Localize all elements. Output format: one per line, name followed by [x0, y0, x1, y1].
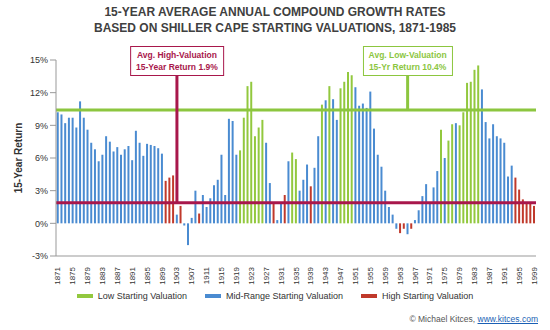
svg-text:6%: 6%: [35, 153, 48, 163]
svg-text:1963: 1963: [396, 266, 405, 284]
html-text:Low Starting Valuation: Low Starting Valuation: [97, 291, 187, 301]
svg-text:1931: 1931: [277, 266, 286, 284]
svg-text:15%: 15%: [30, 55, 48, 65]
html-text:High Starting Valuation: High Starting Valuation: [382, 291, 474, 301]
svg-text:1971: 1971: [425, 266, 434, 284]
svg-text:1891: 1891: [128, 266, 137, 284]
html-text:Mid-Range Starting Valuation: Mid-Range Starting Valuation: [226, 291, 343, 301]
svg-text:1935: 1935: [292, 266, 301, 284]
svg-text:1999: 1999: [530, 266, 539, 284]
html-text:Avg. High-Valuation: Avg. High-Valuation: [136, 50, 217, 60]
svg-text:1915: 1915: [217, 266, 226, 284]
svg-text:1991: 1991: [500, 266, 509, 284]
svg-text:1875: 1875: [68, 266, 77, 284]
html-text:© Michael Kitces, www.kitces.c: © Michael Kitces, www.kitces.com: [409, 314, 538, 324]
svg-text:1979: 1979: [455, 266, 464, 284]
svg-text:1983: 1983: [470, 266, 479, 284]
svg-text:12%: 12%: [30, 88, 48, 98]
svg-text:1995: 1995: [515, 266, 524, 284]
svg-text:1883: 1883: [98, 266, 107, 284]
svg-text:0%: 0%: [35, 219, 48, 229]
html-text:15-Year Return 1.9%: 15-Year Return 1.9%: [136, 62, 218, 72]
svg-text:1923: 1923: [247, 266, 256, 284]
html-text:15-YEAR AVERAGE ANNUAL COMPOUN: 15-YEAR AVERAGE ANNUAL COMPOUND GROWTH R…: [104, 5, 446, 19]
svg-text:1955: 1955: [366, 266, 375, 284]
svg-text:1919: 1919: [232, 266, 241, 284]
svg-text:1947: 1947: [336, 266, 345, 284]
svg-text:1903: 1903: [172, 266, 181, 284]
svg-text:1899: 1899: [158, 266, 167, 284]
html-text:15-Year Return: 15-Year Return: [12, 122, 24, 194]
svg-text:1887: 1887: [113, 266, 122, 284]
svg-text:9%: 9%: [35, 121, 48, 131]
svg-text:1907: 1907: [187, 266, 196, 284]
svg-text:1871: 1871: [53, 266, 62, 284]
svg-text:1927: 1927: [262, 266, 271, 284]
svg-text:1895: 1895: [143, 266, 152, 284]
svg-text:1943: 1943: [321, 266, 330, 284]
html-text:Avg. Low-Valuation: Avg. Low-Valuation: [368, 50, 447, 60]
svg-text:1879: 1879: [83, 266, 92, 284]
svg-text:1939: 1939: [306, 266, 315, 284]
svg-text:-3%: -3%: [32, 251, 48, 261]
svg-text:1911: 1911: [202, 266, 211, 284]
svg-text:1967: 1967: [411, 266, 420, 284]
svg-text:3%: 3%: [35, 186, 48, 196]
html-text:BASED ON SHILLER CAPE STARTING: BASED ON SHILLER CAPE STARTING VALUATION…: [94, 21, 456, 35]
svg-text:1975: 1975: [440, 266, 449, 284]
svg-text:1987: 1987: [485, 266, 494, 284]
svg-text:1951: 1951: [351, 266, 360, 284]
html-text:15-Yr Return 10.4%: 15-Yr Return 10.4%: [368, 62, 447, 72]
svg-text:1959: 1959: [381, 266, 390, 284]
